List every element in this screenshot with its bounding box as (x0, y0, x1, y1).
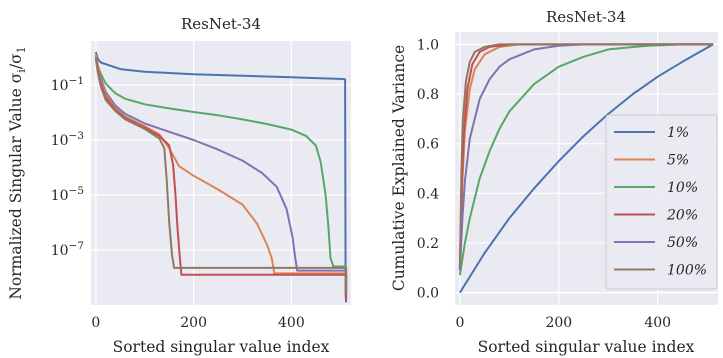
y-tick-base: 10 (51, 78, 69, 94)
series-line-right-2 (458, 43, 714, 276)
x-ticks-left: 0 200 400 (91, 315, 304, 331)
x-axis-label-left: Sorted singular value index (113, 338, 330, 356)
y-tick-label-left: 10−5 (51, 185, 84, 204)
y-tick-label-right: 0.2 (417, 236, 439, 252)
legend-label: 50% (667, 235, 698, 251)
series-line-right-4 (458, 43, 714, 271)
y-tick-label-left: 10−7 (51, 240, 84, 259)
plot-area-left (91, 41, 351, 305)
y-tick-label-right: 0.8 (417, 87, 439, 103)
legend-label: 20% (666, 208, 698, 224)
x-tick-label-left: 200 (180, 315, 207, 331)
x-ticks-right: 0 200 400 (455, 315, 671, 331)
y-tick-label-right: 0.4 (417, 186, 439, 202)
y-tick-label-left: 10−3 (51, 130, 84, 149)
y-axis-label-left-sub1: i (15, 69, 28, 73)
series-lines-right (458, 43, 714, 294)
legend: 1% 5% 10% 20% 50% 100% (605, 114, 718, 290)
x-tick-label-right: 200 (545, 315, 572, 331)
y-axis-label-left-main: Normalized Singular Value σ (7, 72, 25, 299)
y-tick-label-right: 1.0 (417, 37, 439, 53)
y-tick-exponent: −7 (69, 240, 84, 252)
y-ticks-right: 0.0 0.2 0.4 0.6 0.8 1.0 (417, 37, 439, 301)
grid-left (91, 41, 351, 305)
chart-title-right: ResNet-34 (546, 8, 626, 26)
x-tick-label-left: 400 (278, 315, 305, 331)
y-tick-exponent: −3 (69, 130, 84, 142)
y-tick-base: 10 (51, 188, 69, 204)
y-axis-label-left-mid: /σ (7, 53, 25, 69)
series-line-left-1 (94, 55, 348, 292)
y-tick-base: 10 (51, 133, 69, 149)
series-line-right-5 (458, 43, 714, 268)
y-axis-label-right: Cumulative Explained Variance (390, 45, 408, 291)
singular-value-chart: 0 200 400 10−110−310−510−7 ResNet-34 Sorte… (7, 15, 351, 356)
series-lines-left (94, 51, 348, 303)
legend-label: 100% (667, 263, 707, 279)
y-axis-label-left-sub2: 1 (15, 46, 28, 53)
chart-title-left: ResNet-34 (181, 15, 261, 33)
x-tick-label-right: 400 (644, 315, 671, 331)
legend-label: 5% (667, 153, 689, 169)
y-tick-exponent: −1 (69, 75, 84, 87)
x-tick-label-left: 0 (91, 315, 100, 331)
series-line-left-0 (94, 51, 348, 303)
y-ticks-left: 10−110−310−510−7 (51, 75, 84, 259)
explained-variance-chart: 0 200 400 0.0 0.2 0.4 0.6 0.8 1.0 ResNet-34 Sor… (390, 8, 718, 356)
x-axis-label-right: Sorted singular value index (478, 338, 695, 356)
legend-label: 1% (667, 125, 689, 141)
series-line-left-5 (94, 58, 348, 294)
y-tick-exponent: −5 (69, 185, 84, 197)
legend-label: 10% (667, 180, 698, 196)
legend-items: 1% 5% 10% 20% 50% 100% (614, 125, 707, 279)
x-tick-label-right: 0 (455, 315, 464, 331)
y-axis-label-left: Normalized Singular Value σi/σ1 (7, 46, 28, 299)
y-tick-base: 10 (51, 243, 69, 259)
y-tick-label-right: 0.0 (417, 286, 439, 302)
y-tick-label-right: 0.6 (417, 137, 439, 153)
y-tick-label-left: 10−1 (51, 75, 84, 94)
series-line-right-0 (459, 43, 714, 294)
